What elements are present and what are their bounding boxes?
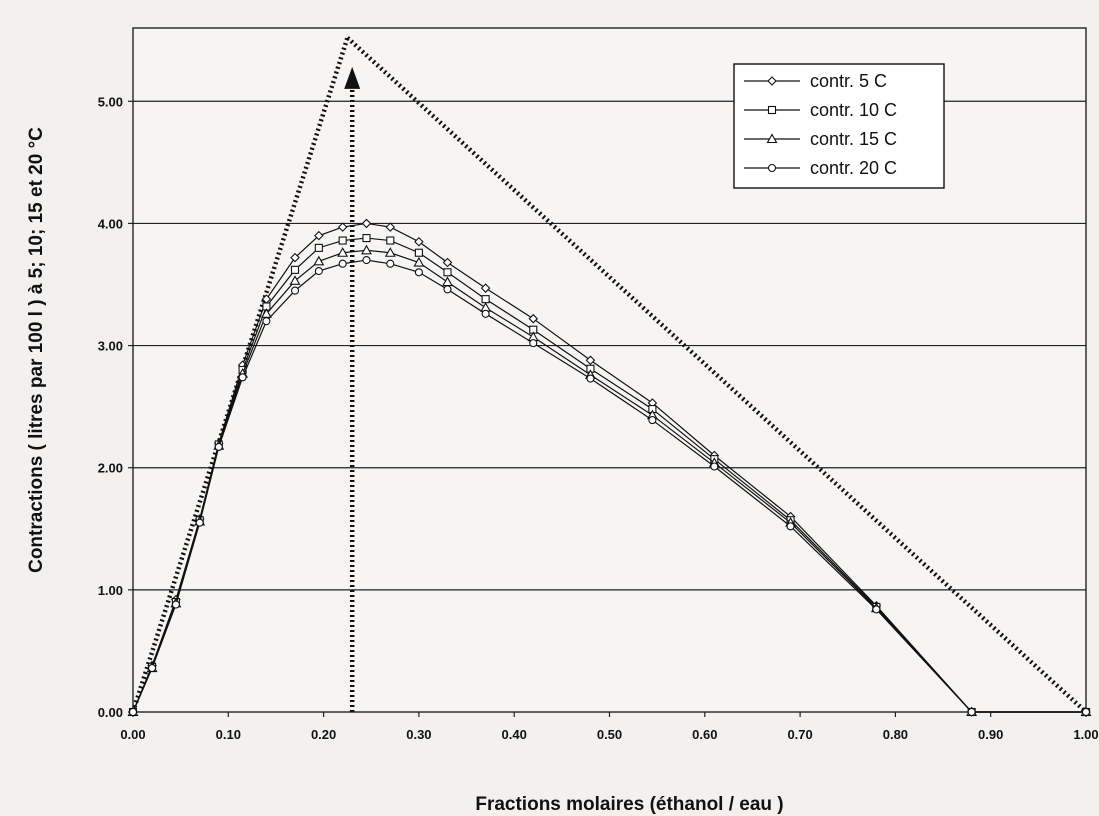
x-tick-label: 0.60 xyxy=(692,727,717,742)
data-point xyxy=(290,252,300,263)
x-tick-label: 0.90 xyxy=(978,727,1003,742)
data-point xyxy=(262,317,271,326)
data-point xyxy=(314,267,323,276)
legend-label: contr. 20 C xyxy=(810,158,897,178)
data-point xyxy=(481,309,490,318)
y-axis-title: Contractions ( litres par 100 l ) à 5; 1… xyxy=(26,127,47,573)
data-point xyxy=(480,283,491,293)
legend-label: contr. 5 C xyxy=(810,71,887,91)
data-point xyxy=(337,247,349,257)
y-tick-label: 3.00 xyxy=(98,339,123,354)
data-point xyxy=(384,247,396,257)
data-point xyxy=(171,600,180,609)
data-point xyxy=(443,268,452,277)
data-point xyxy=(414,236,424,247)
x-tick-label: 0.00 xyxy=(120,727,145,742)
data-point xyxy=(290,265,300,274)
data-point xyxy=(313,255,325,266)
data-point xyxy=(414,248,423,257)
series-line-4 xyxy=(128,256,1091,717)
data-point xyxy=(362,234,371,243)
data-point xyxy=(238,373,247,382)
data-point xyxy=(528,313,539,324)
data-point xyxy=(385,222,396,232)
legend-marker xyxy=(767,76,777,86)
x-tick-label: 0.80 xyxy=(883,727,908,742)
data-point xyxy=(148,663,157,673)
data-point xyxy=(443,285,452,294)
data-point xyxy=(481,295,490,304)
y-tick-label: 0.00 xyxy=(98,705,123,720)
data-point xyxy=(337,222,348,232)
y-tick-label: 4.00 xyxy=(98,216,123,231)
data-point xyxy=(361,218,372,229)
legend-item: contr. 10 C xyxy=(744,100,897,120)
x-tick-label: 0.50 xyxy=(597,727,622,742)
x-tick-label: 0.40 xyxy=(502,727,527,742)
legend-item: contr. 15 C xyxy=(744,129,897,149)
x-axis-title: Fractions molaires (éthanol / eau ) xyxy=(475,794,783,815)
data-point xyxy=(386,236,395,245)
data-point xyxy=(586,374,595,383)
data-point xyxy=(361,244,372,255)
x-tick-label: 0.10 xyxy=(216,727,241,742)
data-point xyxy=(648,416,657,425)
data-point xyxy=(128,707,138,717)
dotted-guide-line xyxy=(345,36,1088,714)
data-point xyxy=(414,268,423,277)
data-point xyxy=(872,605,881,614)
arrowhead-marker xyxy=(344,66,361,89)
legend-label: contr. 10 C xyxy=(810,100,897,120)
data-point xyxy=(967,707,976,717)
legend-label: contr. 15 C xyxy=(810,129,897,149)
x-tick-label: 0.70 xyxy=(787,727,812,742)
data-point xyxy=(314,230,324,241)
data-point xyxy=(710,462,719,471)
data-point xyxy=(786,522,795,531)
x-tick-label: 0.30 xyxy=(406,727,431,742)
data-point xyxy=(195,518,204,527)
data-point xyxy=(413,256,425,267)
y-tick-label: 1.00 xyxy=(98,583,123,598)
legend: contr. 5 C contr. 10 C contr. 15 C contr. 2… xyxy=(733,63,945,189)
data-point xyxy=(338,236,347,245)
data-point xyxy=(290,286,300,295)
legend-marker xyxy=(766,133,778,144)
data-point xyxy=(314,243,323,252)
data-point xyxy=(585,355,596,366)
data-point xyxy=(442,257,453,268)
data-point xyxy=(214,442,223,452)
y-tick-label: 2.00 xyxy=(98,461,123,476)
x-tick-label: 1.00 xyxy=(1073,727,1098,742)
legend-marker xyxy=(767,105,777,115)
data-point xyxy=(338,259,347,268)
data-point xyxy=(362,256,371,265)
y-tick-label: 5.00 xyxy=(98,94,123,109)
legend-item: contr. 5 C xyxy=(744,71,887,91)
data-point xyxy=(289,275,301,285)
data-point xyxy=(386,259,395,268)
x-tick-label: 0.20 xyxy=(311,727,336,742)
data-point xyxy=(1081,707,1091,717)
data-point xyxy=(529,339,538,348)
legend-item: contr. 20 C xyxy=(744,158,897,178)
legend-marker xyxy=(767,163,777,173)
